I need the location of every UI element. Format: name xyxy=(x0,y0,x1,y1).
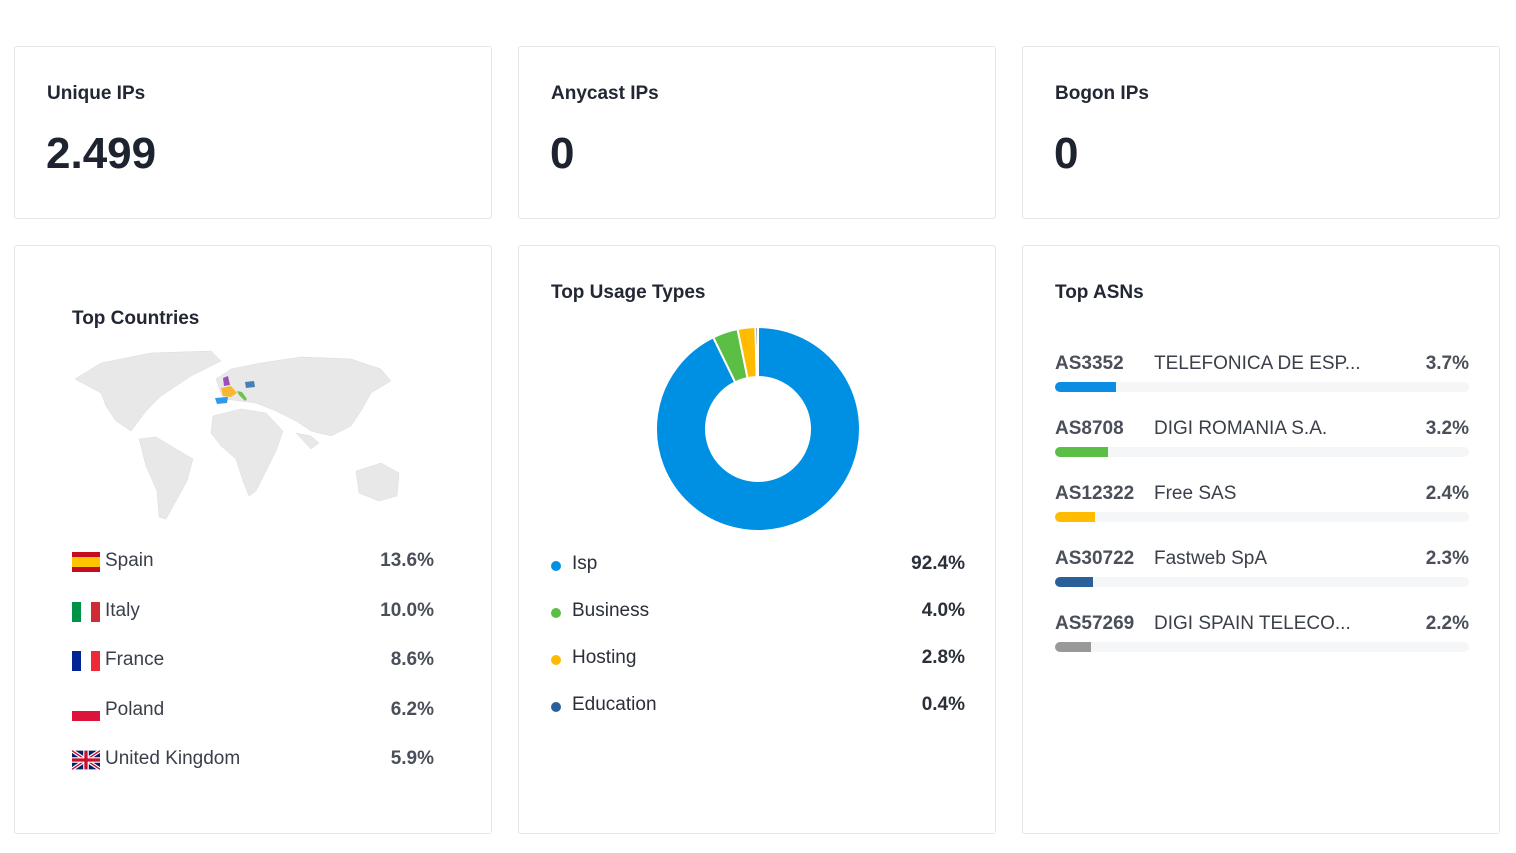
asn-org: Fastweb SpA xyxy=(1154,548,1267,569)
asn-progress-track xyxy=(1055,512,1469,522)
asn-number: AS8708 xyxy=(1055,418,1124,439)
legend-dot xyxy=(551,655,561,665)
asn-row[interactable]: AS30722 Fastweb SpA 2.3% xyxy=(1055,548,1469,588)
asn-org: DIGI ROMANIA S.A. xyxy=(1154,418,1328,439)
asn-number: AS3352 xyxy=(1055,353,1124,374)
poland-flag-icon xyxy=(72,701,100,721)
usage-row[interactable]: Hosting 2.8% xyxy=(551,647,965,671)
asn-number: AS12322 xyxy=(1055,483,1135,504)
asn-progress-fill xyxy=(1055,577,1094,587)
usage-row[interactable]: Business 4.0% xyxy=(551,600,965,624)
anycast-ips-card: Anycast IPs 0 xyxy=(518,46,996,219)
asn-pct: 2.3% xyxy=(1425,548,1469,569)
asn-org: DIGI SPAIN TELECO... xyxy=(1154,613,1351,634)
asn-progress-fill xyxy=(1055,382,1117,392)
usage-name: Isp xyxy=(572,553,598,574)
legend-dot xyxy=(551,608,561,618)
asn-row[interactable]: AS3352 TELEFONICA DE ESP... 3.7% xyxy=(1055,353,1469,393)
legend-dot xyxy=(551,702,561,712)
section-title: Top Countries xyxy=(72,308,200,329)
asn-row[interactable]: AS57269 DIGI SPAIN TELECO... 2.2% xyxy=(1055,613,1469,653)
bogon-ips-card: Bogon IPs 0 xyxy=(1022,46,1500,219)
asn-progress-track xyxy=(1055,577,1469,587)
country-pct: 10.0% xyxy=(380,600,434,621)
asn-pct: 3.2% xyxy=(1425,418,1469,439)
usage-pct: 92.4% xyxy=(911,553,965,574)
usage-row[interactable]: Education 0.4% xyxy=(551,694,965,718)
asn-row[interactable]: AS8708 DIGI ROMANIA S.A. 3.2% xyxy=(1055,418,1469,458)
country-row[interactable]: France 8.6% xyxy=(72,649,434,673)
stat-title: Anycast IPs xyxy=(551,83,659,104)
asn-progress-fill xyxy=(1055,642,1092,652)
country-name: Italy xyxy=(105,600,140,621)
country-name: United Kingdom xyxy=(105,748,241,769)
asn-progress-track xyxy=(1055,382,1469,392)
asn-progress-track xyxy=(1055,447,1469,457)
poland-highlight xyxy=(245,381,255,388)
usage-pct: 2.8% xyxy=(921,647,965,668)
asn-row[interactable]: AS12322 Free SAS 2.4% xyxy=(1055,483,1469,523)
country-pct: 6.2% xyxy=(390,699,434,720)
country-name: Spain xyxy=(105,550,154,571)
donut-slice-isp[interactable] xyxy=(655,325,861,532)
country-row[interactable]: United Kingdom 5.9% xyxy=(72,748,434,772)
world-map xyxy=(74,350,400,520)
italy-highlight xyxy=(237,391,247,401)
usage-pct: 4.0% xyxy=(921,600,965,621)
asn-pct: 2.2% xyxy=(1425,613,1469,634)
country-pct: 13.6% xyxy=(380,550,434,571)
stat-title: Bogon IPs xyxy=(1055,83,1149,104)
unique-ips-card: Unique IPs 2.499 xyxy=(14,46,492,219)
asn-progress-fill xyxy=(1055,447,1108,457)
spain-highlight xyxy=(215,397,228,404)
france-flag-icon xyxy=(72,651,100,671)
france-highlight xyxy=(221,386,237,397)
stat-value: 0 xyxy=(1054,129,1079,178)
country-row[interactable]: Spain 13.6% xyxy=(72,550,434,574)
country-name: Poland xyxy=(105,699,165,720)
donut-slice-education[interactable] xyxy=(754,325,759,379)
top-countries-card: Top Countries Spain 13.6% Italy 10.0% Fr… xyxy=(14,245,492,834)
country-row[interactable]: Poland 6.2% xyxy=(72,699,434,723)
usage-pct: 0.4% xyxy=(921,694,965,715)
usage-name: Business xyxy=(572,600,650,621)
asn-progress-track xyxy=(1055,642,1469,652)
uk-highlight xyxy=(223,376,230,386)
usage-name: Hosting xyxy=(572,647,637,668)
section-title: Top ASNs xyxy=(1055,282,1144,303)
legend-dot xyxy=(551,561,561,571)
country-row[interactable]: Italy 10.0% xyxy=(72,600,434,624)
asn-pct: 2.4% xyxy=(1425,483,1469,504)
country-highlights xyxy=(215,376,255,404)
country-name: France xyxy=(105,649,165,670)
stat-value: 0 xyxy=(550,129,575,178)
asn-org: TELEFONICA DE ESP... xyxy=(1154,353,1361,374)
stat-title: Unique IPs xyxy=(47,83,146,104)
usage-row[interactable]: Isp 92.4% xyxy=(551,553,965,577)
spain-flag-icon xyxy=(72,552,100,572)
stat-value: 2.499 xyxy=(46,129,157,178)
usage-donut-chart xyxy=(655,325,861,532)
uk-flag-icon xyxy=(72,750,100,770)
asn-number: AS57269 xyxy=(1055,613,1135,634)
asn-progress-fill xyxy=(1055,512,1095,522)
usage-name: Education xyxy=(572,694,657,715)
italy-flag-icon xyxy=(72,602,100,622)
top-asns-card: Top ASNs AS3352 TELEFONICA DE ESP... 3.7% A… xyxy=(1022,245,1500,834)
top-usage-types-card: Top Usage Types Isp 92.4% Business 4.0% Host… xyxy=(518,245,996,834)
asn-pct: 3.7% xyxy=(1425,353,1469,374)
country-pct: 8.6% xyxy=(390,649,434,670)
section-title: Top Usage Types xyxy=(551,282,706,303)
asn-number: AS30722 xyxy=(1055,548,1135,569)
asn-org: Free SAS xyxy=(1154,483,1237,504)
country-pct: 5.9% xyxy=(390,748,434,769)
